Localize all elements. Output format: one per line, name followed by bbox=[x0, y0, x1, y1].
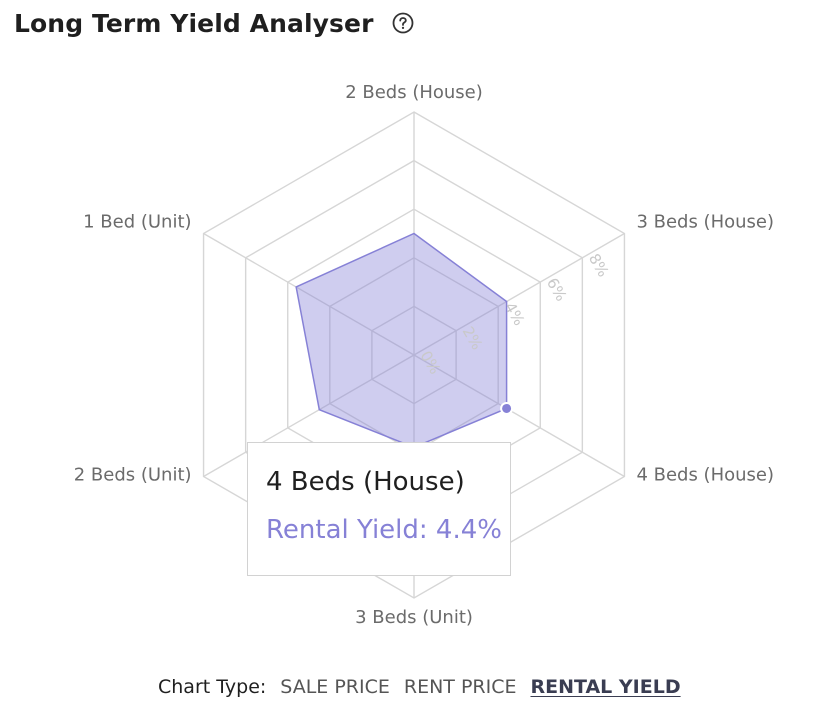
page-title: Long Term Yield Analyser bbox=[14, 8, 374, 38]
highlighted-point bbox=[500, 401, 514, 415]
axis-label: 3 Beds (House) bbox=[636, 212, 774, 233]
chart-type-selector: Chart Type: SALE PRICE RENT PRICE RENTAL… bbox=[158, 676, 695, 698]
grid-spoke bbox=[413, 232, 625, 356]
grid-spoke bbox=[413, 354, 625, 478]
radar-axis-labels: 2 Beds (House) 3 Beds (House) 4 Beds (Hous… bbox=[74, 82, 774, 628]
tooltip-value: Rental Yield: 4.4% bbox=[266, 515, 502, 545]
chart-type-rent-price[interactable]: RENT PRICE bbox=[403, 676, 517, 698]
grid-spoke bbox=[203, 354, 415, 478]
chart-tooltip: 4 Beds (House) Rental Yield: 4.4% bbox=[247, 442, 511, 576]
axis-label: 3 Beds (Unit) bbox=[355, 607, 473, 628]
chart-type-sale-price[interactable]: SALE PRICE bbox=[280, 676, 390, 698]
grid-spoke bbox=[203, 232, 415, 356]
radial-tick-label: 8% bbox=[585, 250, 612, 280]
axis-label: 4 Beds (House) bbox=[636, 465, 774, 486]
chart-type-rental-yield[interactable]: RENTAL YIELD bbox=[530, 676, 681, 698]
radial-tick-label: 6% bbox=[543, 275, 570, 305]
help-icon[interactable] bbox=[392, 12, 414, 34]
chart-type-label: Chart Type: bbox=[158, 676, 267, 698]
tooltip-title: 4 Beds (House) bbox=[266, 467, 465, 497]
axis-label: 1 Bed (Unit) bbox=[83, 212, 191, 233]
axis-label: 2 Beds (Unit) bbox=[74, 465, 192, 486]
axis-label: 2 Beds (House) bbox=[345, 82, 483, 103]
header: Long Term Yield Analyser bbox=[14, 6, 414, 40]
